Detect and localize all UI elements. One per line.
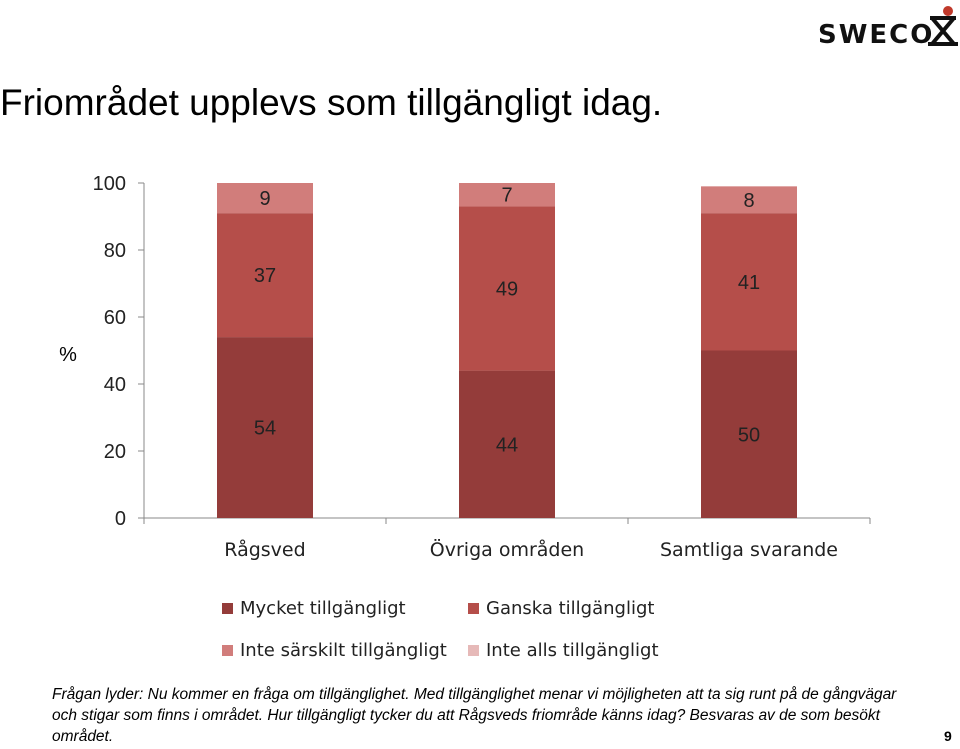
legend-item: Inte alls tillgängligt <box>468 640 659 661</box>
legend-item: Ganska tillgängligt <box>468 598 654 619</box>
logo-text: SWECO <box>818 20 935 50</box>
legend-swatch <box>222 603 233 614</box>
bar-segment <box>217 183 313 214</box>
y-tick-label: 40 <box>104 374 126 396</box>
bar-segment <box>701 213 797 351</box>
legend-swatch <box>468 603 479 614</box>
bar-segment <box>217 213 313 338</box>
data-label: 9 <box>259 188 270 210</box>
legend-item: Inte särskilt tillgängligt <box>222 640 447 661</box>
legend-label: Ganska tillgängligt <box>486 598 655 619</box>
y-tick-label: 0 <box>115 508 126 530</box>
data-label: 49 <box>496 279 518 301</box>
x-tick-label: Övriga områden <box>430 538 584 561</box>
stacked-bar-chart: 0 20 40 60 80 100% 54 37 9 Rågsved 44 49 7 Övriga omr… <box>59 173 871 561</box>
x-tick-label: Rågsved <box>224 538 305 561</box>
bar-segment <box>701 186 797 214</box>
question-note: Frågan lyder: Nu kommer en fråga om till… <box>52 686 897 745</box>
y-tick-label: 100 <box>93 173 126 195</box>
bar-segment <box>217 337 313 518</box>
legend-label: Mycket tillgängligt <box>240 598 406 619</box>
y-axis-label: % <box>59 344 77 366</box>
data-label: 50 <box>738 424 760 446</box>
y-tick-label: 80 <box>104 240 126 262</box>
legend-label: Inte alls tillgängligt <box>486 640 659 661</box>
data-label: 7 <box>501 185 512 207</box>
data-label: 44 <box>496 434 518 456</box>
page-number: 9 <box>944 728 952 744</box>
slide-title: Friområdet upplevs som tillgängligt idag… <box>0 82 663 123</box>
x-tick-label: Samtliga svarande <box>660 539 838 561</box>
y-tick-label: 20 <box>104 441 126 463</box>
data-label: 54 <box>254 418 276 440</box>
legend-item: Mycket tillgängligt <box>222 598 406 619</box>
bar-segment <box>459 206 555 371</box>
data-label: 37 <box>254 265 276 287</box>
legend-label: Inte särskilt tillgängligt <box>240 640 447 661</box>
bar-segment <box>459 370 555 518</box>
data-label: 41 <box>738 272 760 294</box>
y-tick-label: 60 <box>104 307 126 329</box>
bar-segment <box>701 350 797 518</box>
sweco-mark-icon <box>928 6 958 46</box>
chart-legend: Mycket tillgängligt Ganska tillgängligt In… <box>0 590 960 661</box>
bar-segment <box>459 183 555 207</box>
sweco-logo: SWECO <box>816 4 958 50</box>
data-label: 8 <box>743 190 754 212</box>
legend-swatch <box>468 645 479 656</box>
legend-swatch <box>222 645 233 656</box>
